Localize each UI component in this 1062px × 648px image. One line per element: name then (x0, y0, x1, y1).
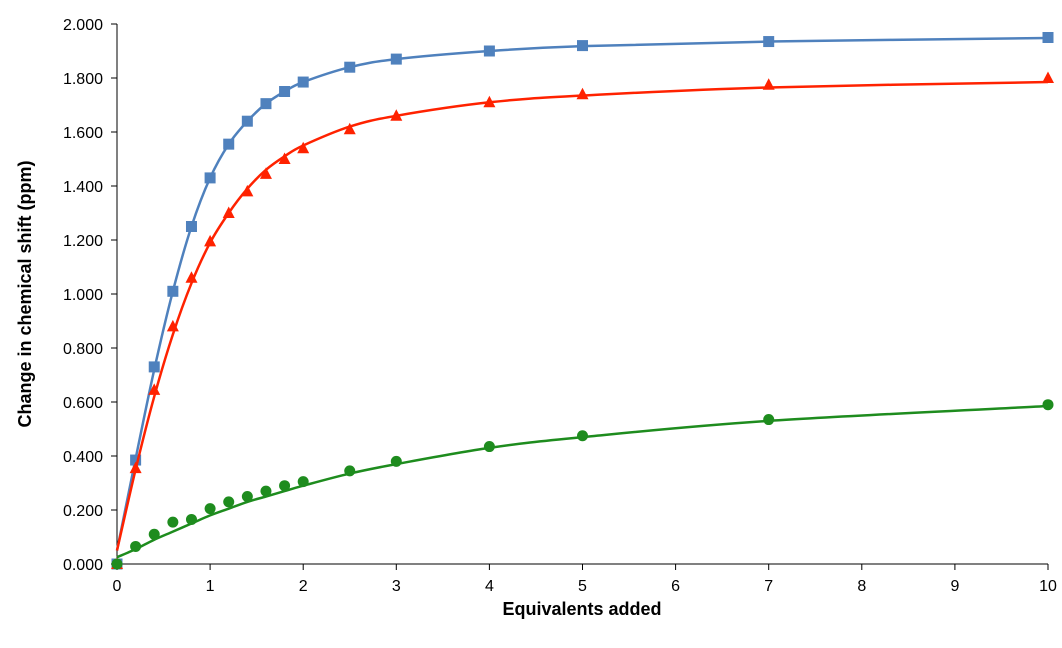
data-point-triangle (576, 87, 589, 100)
data-point-square (1042, 32, 1054, 43)
data-point-square (204, 172, 216, 184)
data-point-circle (130, 540, 142, 552)
y-tick-label: 0.600 (63, 395, 103, 412)
data-point-triangle (241, 184, 254, 197)
y-tick-label: 1.800 (63, 71, 103, 88)
data-point-circle (204, 503, 216, 515)
y-tick-label: 0.800 (63, 341, 103, 358)
data-point-circle (260, 485, 272, 497)
data-point-circle (297, 476, 309, 488)
x-tick-label: 1 (206, 578, 215, 595)
y-axis-title: Change in chemical shift (ppm) (15, 160, 35, 427)
data-point-triangle (185, 271, 198, 283)
data-point-square (483, 45, 495, 57)
data-point-triangle (148, 383, 161, 395)
data-point-square (167, 285, 179, 297)
x-tick-label: 0 (113, 578, 122, 595)
series-3 (111, 399, 1054, 570)
series-2-fit-line (115, 80, 1049, 551)
x-tick-label: 6 (671, 578, 680, 595)
data-point-square (763, 36, 775, 48)
data-point-square (241, 115, 253, 127)
x-tick-label: 4 (485, 578, 494, 595)
y-tick-label: 2.000 (63, 17, 103, 34)
x-tick-label: 3 (392, 578, 401, 595)
data-point-circle (185, 513, 197, 525)
data-point-square (223, 138, 235, 150)
series-3-fit-line (116, 404, 1049, 559)
data-point-circle (223, 496, 235, 508)
data-point-triangle (343, 122, 356, 135)
x-tick-label: 9 (950, 578, 959, 595)
data-point-square (390, 53, 402, 65)
data-point-square (130, 454, 142, 466)
data-point-circle (390, 455, 402, 467)
data-point-triangle (259, 167, 272, 179)
series-1-fit-line (115, 36, 1049, 551)
data-point-circle (1042, 399, 1054, 411)
data-point-triangle (1042, 71, 1054, 83)
data-point-triangle (297, 141, 310, 154)
x-tick-label: 2 (299, 578, 308, 595)
y-tick-label: 0.400 (63, 449, 103, 466)
data-point-triangle (129, 461, 142, 474)
data-point-triangle (166, 319, 179, 332)
y-tick-label: 0.200 (63, 503, 103, 520)
data-point-square (577, 40, 588, 52)
data-point-triangle (222, 206, 235, 218)
data-point-triangle (483, 95, 496, 108)
data-point-triangle (204, 234, 217, 247)
x-tick-label: 5 (578, 578, 587, 595)
y-tick-label: 1.600 (63, 125, 103, 142)
data-point-circle (111, 558, 123, 570)
data-point-square (297, 76, 309, 88)
data-point-circle (763, 414, 775, 426)
data-point-circle (148, 528, 160, 540)
series-2 (111, 71, 1054, 569)
data-point-triangle (390, 109, 403, 121)
data-point-square (344, 61, 356, 73)
axes: 0.000 0.200 0.400 0.600 0.800 1.000 1.200 1.400… (63, 17, 1057, 595)
y-tick-label: 0.000 (63, 557, 103, 574)
data-point-square (260, 98, 272, 110)
data-point-circle (167, 516, 179, 528)
data-point-circle (344, 465, 356, 477)
x-tick-label: 8 (857, 578, 866, 595)
data-point-circle (577, 430, 588, 442)
series-layer (111, 32, 1054, 570)
data-point-circle (483, 441, 495, 453)
y-tick-label: 1.000 (63, 287, 103, 304)
data-point-triangle (278, 152, 291, 164)
data-point-square (185, 221, 197, 232)
x-axis-title: Equivalents added (502, 599, 661, 619)
series-1 (111, 32, 1054, 570)
data-point-triangle (762, 78, 775, 90)
y-tick-label: 1.200 (63, 233, 103, 250)
data-point-square (148, 361, 160, 373)
x-tick-label: 7 (764, 578, 773, 595)
y-tick-label: 1.400 (63, 179, 103, 196)
x-tick-label: 10 (1039, 578, 1057, 595)
data-point-circle (279, 480, 291, 492)
data-point-square (279, 86, 291, 97)
data-point-circle (241, 491, 253, 502)
